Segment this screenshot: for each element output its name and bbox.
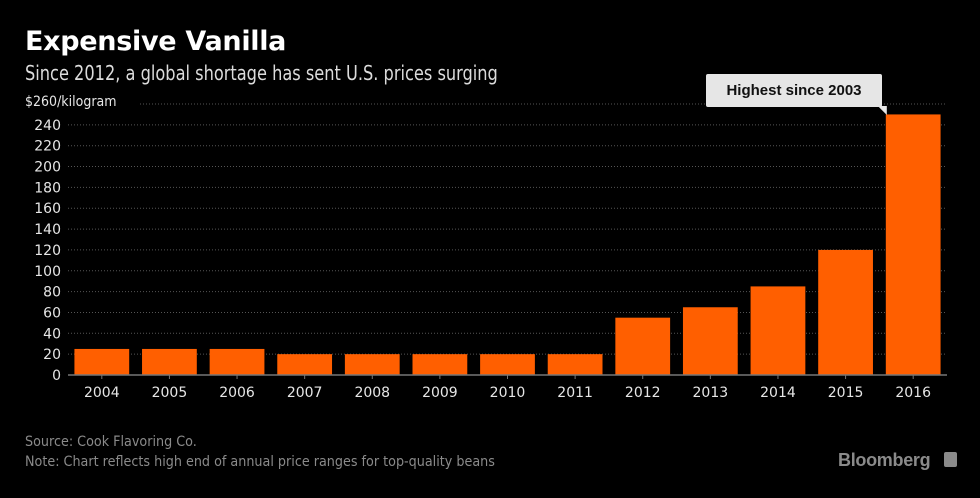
y-tick-label: 100 <box>34 264 61 280</box>
x-tick-label: 2008 <box>354 385 390 401</box>
y-tick-label: 200 <box>34 160 61 176</box>
chart-title: Expensive Vanilla <box>25 26 287 57</box>
y-tick-label: 0 <box>52 368 61 384</box>
y-tick-label: 220 <box>34 139 61 155</box>
bar-2016 <box>885 114 941 375</box>
chart-subtitle: Since 2012, a global shortage has sent U… <box>25 61 498 85</box>
x-tick-label: 2007 <box>287 385 323 401</box>
bar-2013 <box>682 307 738 375</box>
bar-2004 <box>74 348 130 375</box>
y-tick-label: 80 <box>43 285 61 301</box>
y-tick-label: 60 <box>43 305 61 321</box>
bar-2010 <box>480 354 535 375</box>
y-tick-label: 240 <box>34 118 61 134</box>
x-tick-label: 2011 <box>557 385 593 401</box>
bar-2008 <box>344 354 400 375</box>
bar-2006 <box>209 348 265 375</box>
y-axis-ticks: 0 20 40 60 80 100 120 140 160 180 200 220 240 <box>34 118 61 384</box>
callout-pointer-shape <box>877 106 887 115</box>
y-tick-label: 120 <box>34 243 61 259</box>
x-tick-label: 2012 <box>625 385 661 401</box>
bar-2009 <box>412 354 468 375</box>
y-tick-label: 20 <box>43 347 61 363</box>
bar-2015 <box>818 249 873 375</box>
bar-2007 <box>277 354 333 375</box>
x-tick-label: 2015 <box>828 385 864 401</box>
gridlines <box>68 103 947 355</box>
y-tick-label: 40 <box>43 326 61 342</box>
x-axis: 2004 2005 2006 2007 2008 2009 2010 2011 2012 2013… <box>68 374 947 401</box>
y-tick-label: 180 <box>34 180 61 196</box>
bar-2014 <box>750 286 806 375</box>
y-tick-label: 160 <box>34 201 61 217</box>
y-axis-unit-label: $260/kilogram <box>25 94 117 110</box>
bars <box>74 114 941 375</box>
x-tick-label: 2010 <box>490 385 526 401</box>
callout-pointer <box>877 106 887 115</box>
annotation-callout: Highest since 2003 <box>706 74 882 107</box>
footnote: Note: Chart reflects high end of annual … <box>25 454 495 470</box>
x-tick-label: 2009 <box>422 385 458 401</box>
y-tick-label: 140 <box>34 222 61 238</box>
bar-2005 <box>142 348 197 375</box>
x-tick-label: 2006 <box>219 385 255 401</box>
source-note: Source: Cook Flavoring Co. <box>25 434 197 450</box>
x-tick-label: 2013 <box>693 385 729 401</box>
bloomberg-logo: Bloomberg <box>838 450 931 470</box>
bloomberg-chart-icon <box>944 452 957 467</box>
x-tick-label: 2014 <box>760 385 796 401</box>
bar-2012 <box>615 317 671 375</box>
bar-2011 <box>547 354 603 375</box>
x-tick-label: 2005 <box>152 385 188 401</box>
x-tick-label: 2016 <box>895 385 931 401</box>
x-tick-label: 2004 <box>84 385 120 401</box>
